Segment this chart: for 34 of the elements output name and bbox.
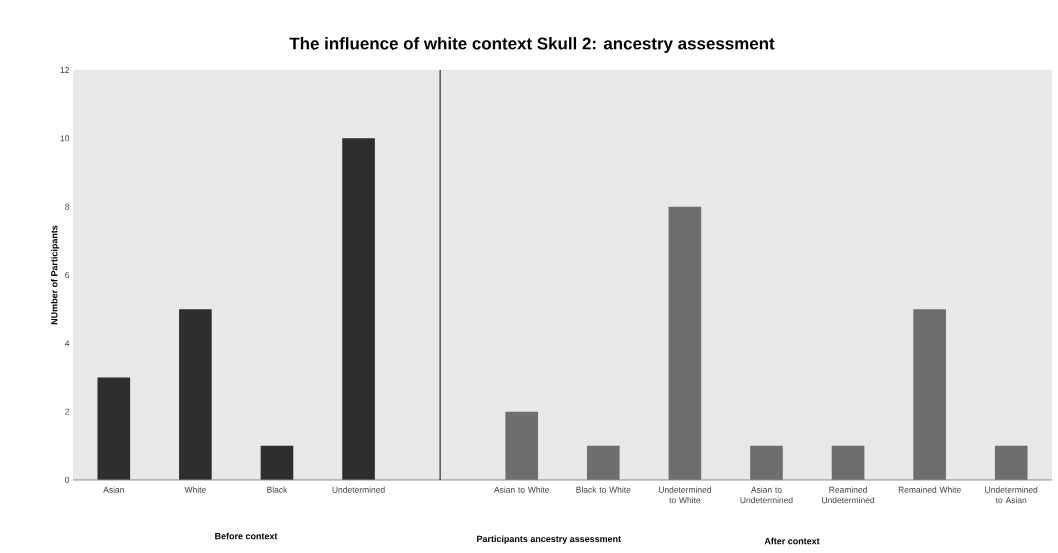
bar xyxy=(831,445,865,480)
x-tick-label: Black to White xyxy=(576,486,631,493)
x-tick-label: Asian to Undetermined xyxy=(740,486,793,504)
x-tick-label: Remained White xyxy=(898,486,961,493)
x-tick-label: Black xyxy=(267,486,288,493)
y-tick-label: 2 xyxy=(65,408,70,415)
x-tick-label: Undetermined to Asian xyxy=(985,486,1038,504)
bar xyxy=(994,445,1028,480)
y-tick-label: 8 xyxy=(65,203,70,210)
bar xyxy=(750,445,783,480)
x-tick-label: Undetermined xyxy=(332,486,385,493)
bar xyxy=(668,206,702,480)
x-tick-label: Asian to White xyxy=(493,486,550,493)
bar xyxy=(913,309,946,480)
y-tick-label: 12 xyxy=(60,67,70,73)
bar xyxy=(97,377,131,480)
bar xyxy=(586,445,620,480)
x-tick-label: Undetermined to White xyxy=(658,486,711,504)
bar xyxy=(342,138,375,480)
x-axis-title: Participants ancestry assessment xyxy=(477,535,621,544)
y-tick-label: 0 xyxy=(65,476,70,483)
x-tick-label: Reamined Undetermined xyxy=(822,486,875,504)
y-tick-label: 10 xyxy=(60,135,70,142)
bar xyxy=(505,411,539,480)
chart-title: The influence of white context Skull 2: ancestry assessment xyxy=(289,37,775,53)
y-axis-title: NUmber of Participants xyxy=(50,225,60,325)
text: After context xyxy=(764,537,820,545)
x-tick-label: Asian xyxy=(103,486,124,493)
bar xyxy=(260,445,294,480)
y-tick-label: 4 xyxy=(64,340,70,347)
y-tick-label: 6 xyxy=(65,271,70,278)
x-tick-label: White xyxy=(184,486,206,493)
text: Before context xyxy=(215,532,278,540)
bar xyxy=(179,309,212,480)
